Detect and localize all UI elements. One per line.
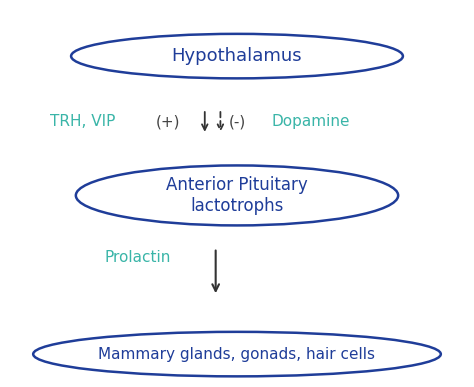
Text: (+): (+): [156, 115, 181, 129]
Text: Prolactin: Prolactin: [104, 250, 171, 265]
Text: Anterior Pituitary
lactotrophs: Anterior Pituitary lactotrophs: [166, 176, 308, 215]
Text: Hypothalamus: Hypothalamus: [172, 47, 302, 65]
Text: Dopamine: Dopamine: [271, 115, 350, 129]
Text: (-): (-): [228, 115, 246, 129]
Text: Mammary glands, gonads, hair cells: Mammary glands, gonads, hair cells: [99, 347, 375, 361]
Text: TRH, VIP: TRH, VIP: [50, 115, 116, 129]
